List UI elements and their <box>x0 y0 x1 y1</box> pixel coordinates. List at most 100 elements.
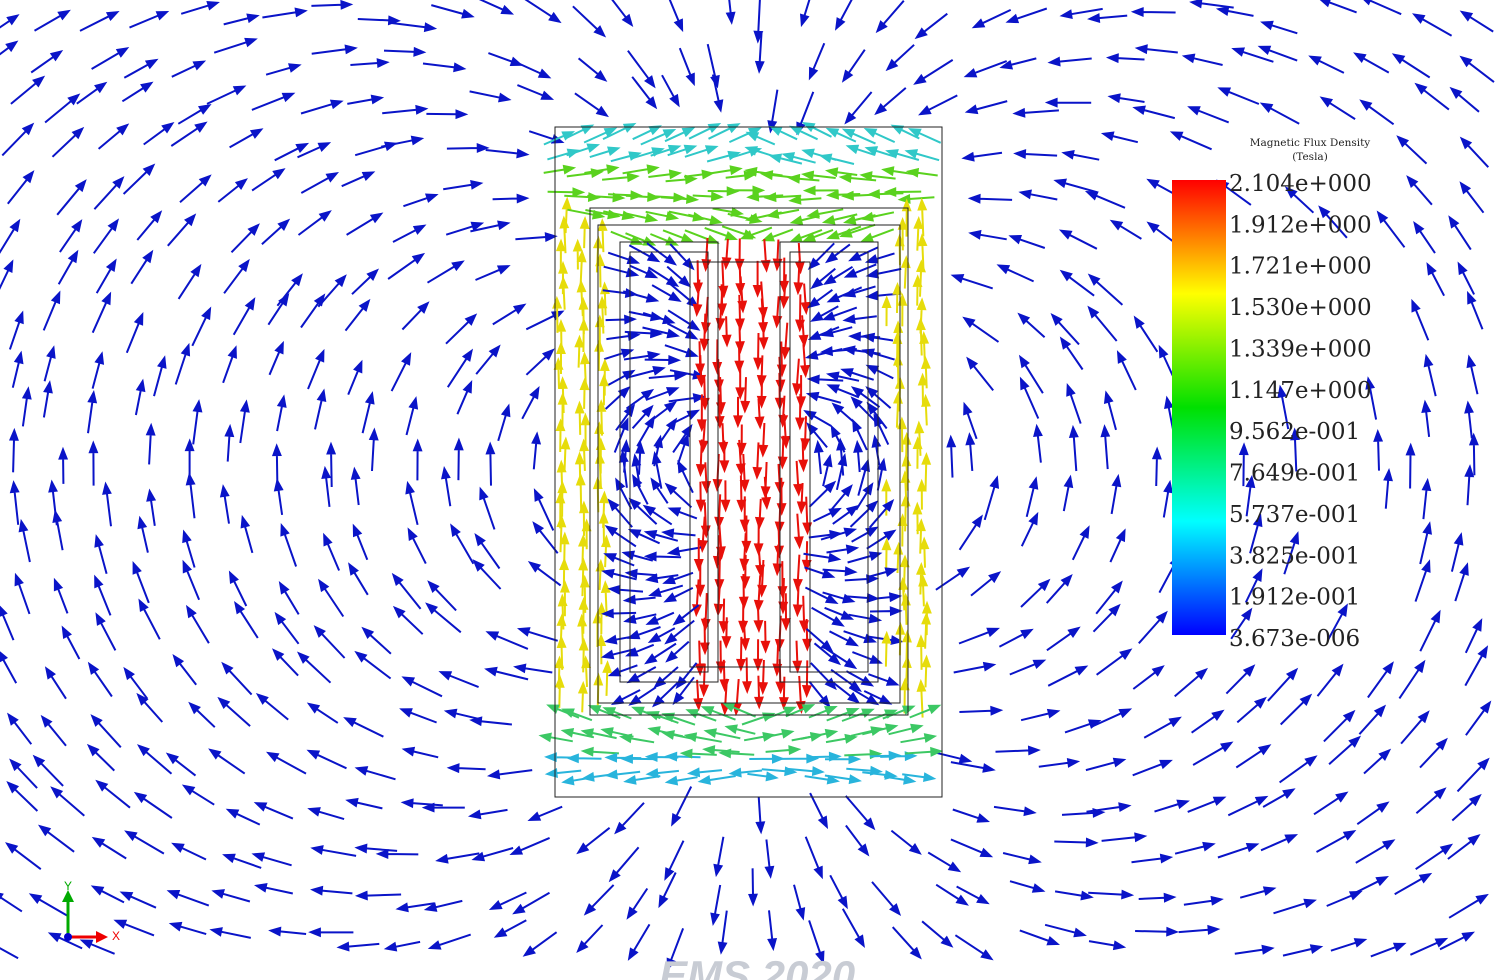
field-arrow <box>1414 15 1451 36</box>
field-arrow <box>1450 218 1471 250</box>
field-arrow <box>268 295 287 324</box>
field-arrow <box>1089 308 1117 341</box>
field-arrow <box>951 762 993 771</box>
field-arrow <box>92 716 121 747</box>
field-arrow <box>388 255 423 280</box>
field-arrow <box>794 641 801 671</box>
field-arrow <box>1034 427 1041 463</box>
field-arrow <box>1458 760 1488 792</box>
field-arrow <box>903 201 910 236</box>
field-arrow <box>11 761 37 789</box>
field-arrow <box>836 0 854 28</box>
field-arrow <box>1219 8 1254 16</box>
field-arrow <box>1054 839 1096 846</box>
field-arrow <box>1102 427 1109 469</box>
field-arrow <box>45 348 55 381</box>
field-arrow <box>1056 180 1097 193</box>
field-arrow <box>809 707 835 718</box>
field-arrow <box>40 826 74 852</box>
field-arrow <box>210 750 244 774</box>
field-arrow <box>207 87 244 104</box>
field-arrow <box>883 634 890 667</box>
field-arrow <box>452 526 474 564</box>
field-arrow <box>9 715 32 744</box>
field-arrow <box>769 910 776 948</box>
field-arrow <box>1410 939 1445 955</box>
field-arrow <box>97 261 116 293</box>
field-arrow <box>762 239 769 270</box>
field-arrow <box>870 608 900 615</box>
field-arrow <box>402 709 437 722</box>
field-arrow <box>576 403 583 435</box>
field-arrow <box>315 391 325 429</box>
field-arrow <box>403 800 442 807</box>
field-arrow <box>1087 804 1129 812</box>
field-arrow <box>455 440 462 480</box>
field-arrow <box>608 253 637 263</box>
field-arrow <box>873 437 880 465</box>
field-arrow <box>533 434 540 469</box>
field-arrow <box>1462 57 1494 82</box>
field-arrow <box>867 569 896 578</box>
field-arrow <box>1237 699 1265 723</box>
field-arrow <box>1428 265 1444 296</box>
legend-label: 1.339e+000 <box>1229 336 1372 362</box>
field-arrow <box>346 718 384 736</box>
field-arrow <box>575 93 607 115</box>
field-arrow <box>1425 357 1436 397</box>
field-arrow <box>662 75 678 105</box>
field-arrow <box>392 23 435 31</box>
field-arrow <box>1417 85 1449 110</box>
field-arrow <box>224 261 248 293</box>
field-arrow <box>1274 900 1315 913</box>
field-arrow <box>471 810 508 818</box>
field-arrow <box>649 372 685 379</box>
field-arrow <box>668 0 682 30</box>
field-arrow <box>1184 897 1221 905</box>
field-arrow <box>428 262 463 283</box>
field-arrow <box>1420 740 1446 768</box>
field-arrow <box>234 300 254 335</box>
field-arrow <box>275 481 282 515</box>
field-arrow <box>171 923 206 934</box>
field-arrow <box>1268 670 1296 701</box>
field-arrow <box>348 362 361 394</box>
field-arrow <box>1311 57 1344 73</box>
field-arrow <box>928 853 959 871</box>
field-arrow <box>154 358 165 396</box>
field-arrow <box>675 605 699 624</box>
field-arrow <box>713 209 742 216</box>
field-arrow <box>8 783 37 811</box>
field-arrow <box>94 221 118 254</box>
field-arrow <box>476 347 499 375</box>
field-arrow <box>633 476 647 504</box>
field-arrow <box>0 16 17 37</box>
field-arrow <box>764 229 793 240</box>
field-arrow <box>811 663 835 688</box>
field-arrow <box>1320 0 1356 12</box>
field-arrow <box>1455 565 1467 601</box>
field-arrow <box>891 831 919 854</box>
field-arrow <box>1021 581 1049 607</box>
field-arrow <box>852 652 880 663</box>
field-arrow <box>863 212 894 220</box>
field-arrow <box>953 275 993 288</box>
field-arrow <box>2 125 32 156</box>
field-arrow <box>147 426 154 465</box>
field-arrow <box>181 2 217 14</box>
field-arrow <box>579 684 586 713</box>
field-arrow <box>530 807 562 820</box>
field-arrow <box>1135 318 1157 352</box>
field-arrow <box>431 5 472 17</box>
field-arrow <box>1192 711 1223 733</box>
field-arrow <box>214 890 250 901</box>
field-arrow <box>760 423 767 455</box>
field-arrow <box>496 920 526 936</box>
field-arrow <box>616 803 644 833</box>
field-arrow <box>169 891 209 906</box>
field-arrow <box>886 189 921 196</box>
field-arrow <box>347 214 381 235</box>
field-arrow <box>690 769 722 776</box>
field-arrow <box>184 562 200 599</box>
z-axis-dot <box>64 933 72 941</box>
